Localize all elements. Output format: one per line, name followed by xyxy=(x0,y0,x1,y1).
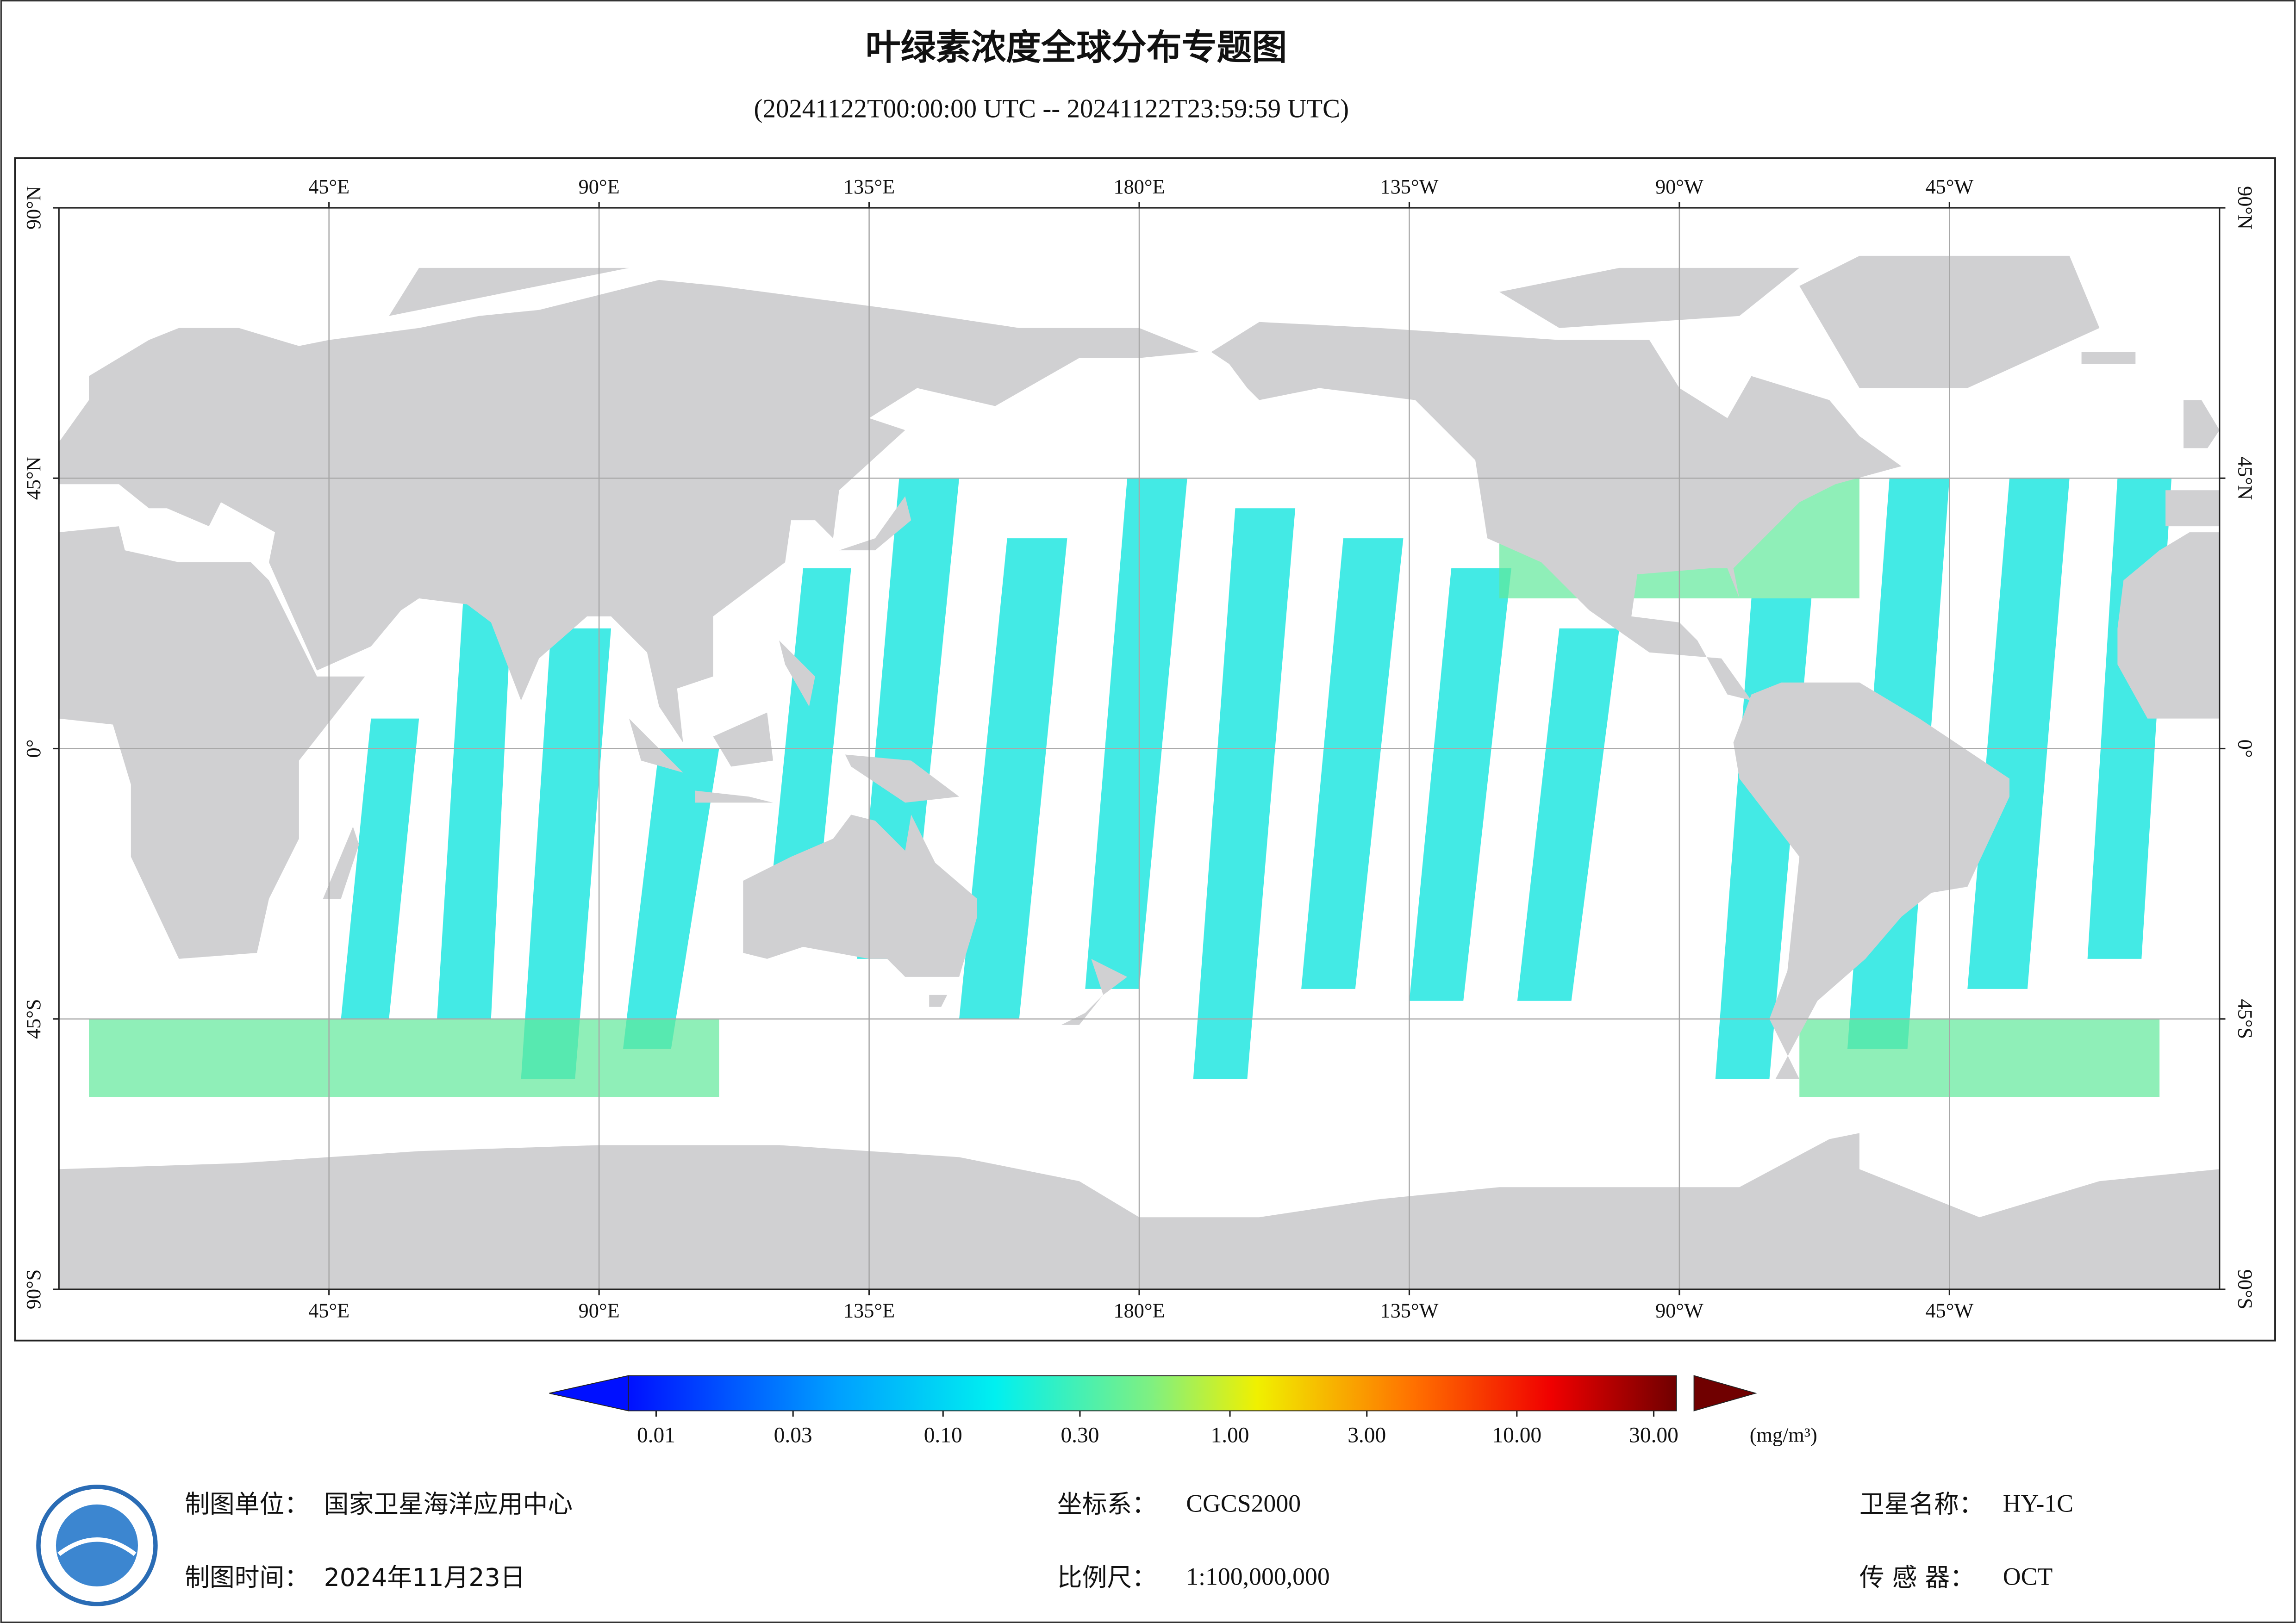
lon-label: 135°W xyxy=(1380,1300,1439,1322)
lat-label: 45°S xyxy=(2234,999,2256,1039)
colorbar-tick-label: 10.00 xyxy=(1492,1423,1541,1447)
lon-label: 45°E xyxy=(308,1300,349,1322)
lon-label: 90°E xyxy=(579,1300,620,1322)
lat-label: 45°S xyxy=(22,999,45,1039)
lon-label: 180°E xyxy=(1113,175,1165,198)
map-frame xyxy=(14,157,2276,1342)
lat-label: 90°S xyxy=(2234,1269,2256,1310)
footer-value: HY-1C xyxy=(2003,1489,2073,1517)
footer-label: 比例尺： xyxy=(1057,1563,1157,1592)
lon-label: 135°E xyxy=(843,175,895,198)
footer-label: 坐标系： xyxy=(1057,1490,1157,1519)
logo-globe xyxy=(56,1504,138,1586)
footer-value: CGCS2000 xyxy=(1186,1489,1301,1517)
colorbar-tick-label: 30.00 xyxy=(1629,1423,1678,1447)
lon-label: 135°W xyxy=(1380,175,1439,198)
lon-label: 90°W xyxy=(1655,1300,1703,1322)
subtitle: (20241122T00:00:00 UTC -- 20241122T23:59… xyxy=(754,94,1349,123)
lon-label: 180°E xyxy=(1113,1300,1165,1322)
lon-label: 135°E xyxy=(843,1300,895,1322)
footer-label: 制图时间： xyxy=(185,1563,309,1592)
lon-label: 45°E xyxy=(308,175,349,198)
footer-value: OCT xyxy=(2003,1562,2053,1590)
colorbar-tick-label: 0.30 xyxy=(1061,1423,1099,1447)
footer-label: 制图单位： xyxy=(185,1490,309,1519)
logo xyxy=(36,1485,158,1606)
colorbar-tick-label: 0.10 xyxy=(924,1423,962,1447)
lat-label: 0° xyxy=(2234,740,2256,758)
footer-value: 2024年11月23日 xyxy=(324,1563,525,1592)
lat-label: 90°N xyxy=(2234,186,2256,230)
colorbar: (mg/m³) xyxy=(549,1375,1817,1447)
colorbar-tick-label: 1.00 xyxy=(1211,1423,1249,1447)
logo-wave xyxy=(57,1537,137,1556)
colorbar-tick-label: 0.01 xyxy=(637,1423,675,1447)
lat-label: 45°N xyxy=(2234,456,2256,500)
map xyxy=(59,208,2220,1289)
colorbar-tick-label: 0.03 xyxy=(774,1423,812,1447)
colorbar-high-arrow xyxy=(1693,1375,1757,1412)
lat-label: 90°N xyxy=(22,186,45,230)
lat-label: 90°S xyxy=(22,1269,45,1310)
title: 叶绿素浓度全球分布专题图 xyxy=(866,27,1287,68)
footer-value: 国家卫星海洋应用中心 xyxy=(324,1490,573,1519)
colorbar-unit: (mg/m³) xyxy=(1750,1424,1817,1447)
lon-label: 45°W xyxy=(1925,1300,1973,1322)
lat-label: 0° xyxy=(22,740,45,758)
footer-value: 1:100,000,000 xyxy=(1186,1562,1330,1590)
lat-label: 45°N xyxy=(22,456,45,500)
lon-label: 90°W xyxy=(1655,175,1703,198)
lon-label: 90°E xyxy=(579,175,620,198)
lon-label: 45°W xyxy=(1925,175,1973,198)
footer-label: 卫星名称： xyxy=(1859,1490,1984,1519)
footer-label: 传 感 器： xyxy=(1859,1563,1975,1592)
colorbar-tick-label: 3.00 xyxy=(1348,1423,1386,1447)
colorbar-bar xyxy=(628,1375,1677,1412)
